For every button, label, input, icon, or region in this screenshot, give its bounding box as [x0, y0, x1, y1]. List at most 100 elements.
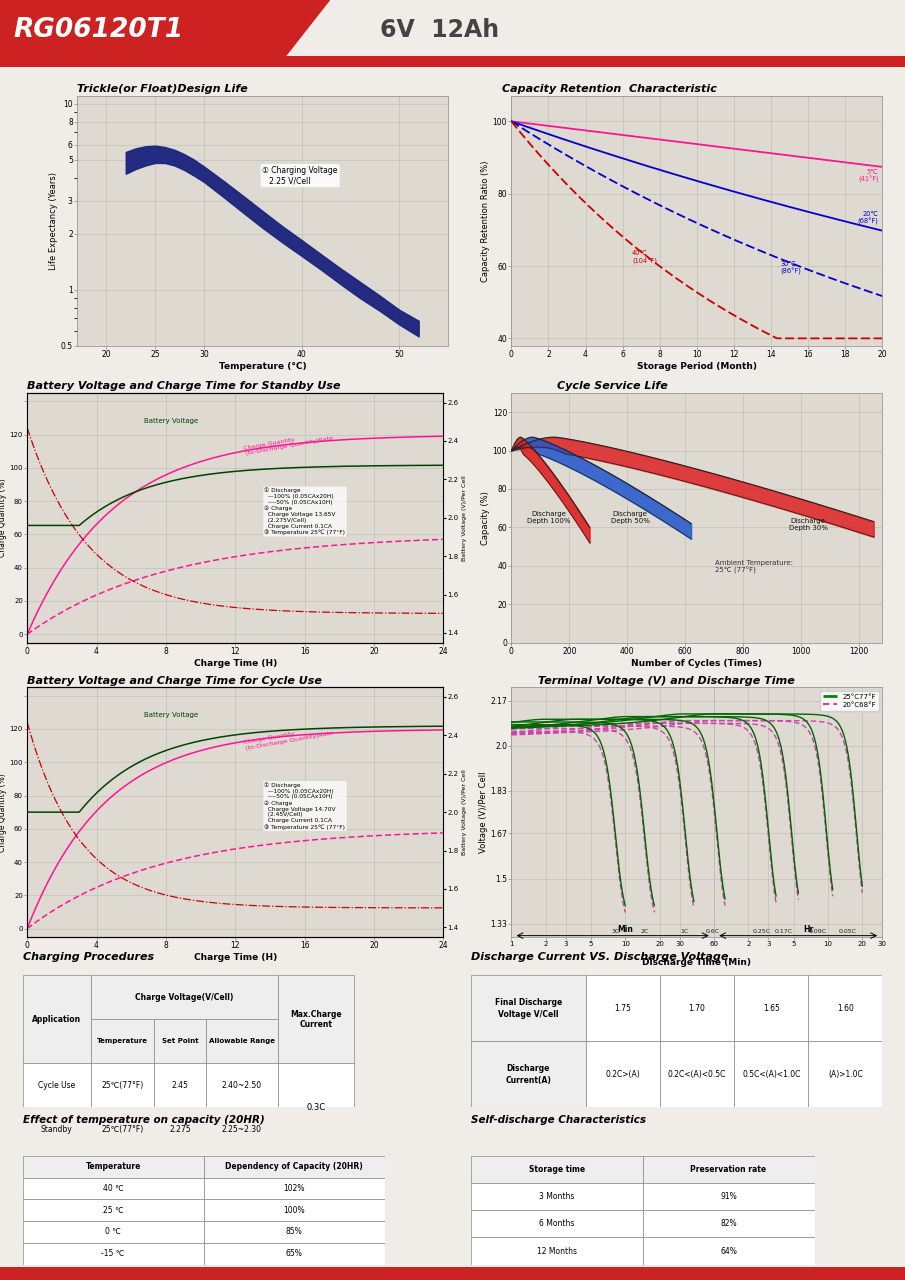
Text: 91%: 91%	[720, 1192, 737, 1201]
Text: 20℃
(68°F): 20℃ (68°F)	[858, 211, 879, 225]
Text: 102%: 102%	[283, 1184, 305, 1193]
Bar	[278, 975, 355, 1064]
Text: 40℃
(104°F): 40℃ (104°F)	[632, 250, 657, 265]
Text: 30℃
(86°F): 30℃ (86°F)	[780, 261, 801, 275]
Bar	[23, 1064, 91, 1107]
Text: ① Discharge
  —100% (0.05CAx20H)
  ----50% (0.05CAx10H)
② Charge
  Charge Voltag: ① Discharge —100% (0.05CAx20H) ----50% (…	[264, 488, 346, 535]
Text: Charge Quantity
(to-Discharge Quantity)Rate: Charge Quantity (to-Discharge Quantity)R…	[243, 724, 333, 751]
Bar	[155, 1107, 205, 1151]
Text: (A)>1.0C: (A)>1.0C	[828, 1070, 862, 1079]
Text: -15 ℃: -15 ℃	[101, 1249, 125, 1258]
Y-axis label: Voltage (V)/Per Cell: Voltage (V)/Per Cell	[479, 772, 488, 852]
Bar	[660, 1042, 734, 1107]
Bar	[586, 1042, 660, 1107]
Y-axis label: Battery Voltage (V)/Per Cell: Battery Voltage (V)/Per Cell	[462, 475, 467, 561]
Bar	[471, 1183, 643, 1211]
Text: Capacity Retention  Characteristic: Capacity Retention Characteristic	[502, 84, 717, 95]
Bar	[471, 1156, 643, 1183]
Text: Terminal Voltage (V) and Discharge Time: Terminal Voltage (V) and Discharge Time	[538, 676, 795, 686]
Text: 2.45: 2.45	[172, 1080, 188, 1089]
Text: Battery Voltage: Battery Voltage	[144, 712, 198, 718]
Text: 6V  12Ah: 6V 12Ah	[380, 18, 500, 42]
Text: Discharge Current VS. Discharge Voltage: Discharge Current VS. Discharge Voltage	[471, 952, 728, 963]
Y-axis label: Charge Quantity (%): Charge Quantity (%)	[0, 479, 6, 557]
Text: 100%: 100%	[283, 1206, 305, 1215]
Bar	[155, 1064, 205, 1107]
Text: Max.Charge
Current: Max.Charge Current	[291, 1010, 342, 1029]
Y-axis label: Charge Quantity (%): Charge Quantity (%)	[0, 773, 6, 851]
Bar	[734, 975, 808, 1042]
Text: 85%: 85%	[286, 1228, 302, 1236]
Bar	[204, 1178, 385, 1199]
Bar	[643, 1238, 814, 1265]
Text: Allowable Range: Allowable Range	[209, 1038, 275, 1044]
Text: 25 ℃: 25 ℃	[103, 1206, 123, 1215]
Bar	[23, 1156, 204, 1178]
Bar	[23, 975, 91, 1064]
Text: 3C: 3C	[611, 929, 620, 934]
Polygon shape	[0, 0, 330, 58]
Text: Final Discharge
Voltage V/Cell: Final Discharge Voltage V/Cell	[495, 998, 562, 1019]
Text: 64%: 64%	[720, 1247, 737, 1256]
Text: Battery Voltage and Charge Time for Cycle Use: Battery Voltage and Charge Time for Cycl…	[27, 676, 322, 686]
Bar	[23, 1243, 204, 1265]
Bar	[278, 1064, 355, 1151]
X-axis label: Charge Time (H): Charge Time (H)	[194, 658, 277, 667]
Text: 0.5C<(A)<1.0C: 0.5C<(A)<1.0C	[742, 1070, 800, 1079]
Text: 1.70: 1.70	[689, 1004, 706, 1012]
Text: 12 Months: 12 Months	[537, 1247, 576, 1256]
Text: Discharge
Current(A): Discharge Current(A)	[505, 1064, 551, 1084]
Bar	[205, 1019, 278, 1064]
Text: 0.2C<(A)<0.5C: 0.2C<(A)<0.5C	[668, 1070, 727, 1079]
Bar	[643, 1183, 814, 1211]
Text: Set Point: Set Point	[162, 1038, 198, 1044]
Bar	[808, 1042, 882, 1107]
Text: Hr: Hr	[803, 924, 813, 933]
Text: Preservation rate: Preservation rate	[691, 1165, 767, 1174]
Text: Discharge
Depth 100%: Discharge Depth 100%	[527, 511, 570, 524]
Text: Trickle(or Float)Design Life: Trickle(or Float)Design Life	[77, 84, 248, 95]
Bar	[660, 975, 734, 1042]
Bar	[204, 1221, 385, 1243]
Y-axis label: Battery Voltage (V)/Per Cell: Battery Voltage (V)/Per Cell	[462, 769, 467, 855]
Text: 0.05C: 0.05C	[839, 929, 857, 934]
Bar	[471, 1238, 643, 1265]
Text: Temperature: Temperature	[97, 1038, 148, 1044]
Text: RG06120T1: RG06120T1	[14, 17, 184, 44]
Text: 65%: 65%	[286, 1249, 302, 1258]
Text: Charge Quantity
(to-Discharge Quantity)Rate: Charge Quantity (to-Discharge Quantity)R…	[243, 430, 333, 457]
Text: 0.6C: 0.6C	[705, 929, 719, 934]
Y-axis label: Capacity (%): Capacity (%)	[481, 490, 490, 545]
Bar	[155, 1019, 205, 1064]
Text: 3 Months: 3 Months	[538, 1192, 575, 1201]
Bar	[204, 1156, 385, 1178]
X-axis label: Storage Period (Month): Storage Period (Month)	[637, 361, 757, 370]
Bar	[643, 1156, 814, 1183]
Bar	[471, 1042, 586, 1107]
Y-axis label: Capacity Retention Ratio (%): Capacity Retention Ratio (%)	[481, 160, 490, 282]
Bar	[471, 975, 586, 1042]
Text: Storage time: Storage time	[529, 1165, 585, 1174]
X-axis label: Discharge Time (Min): Discharge Time (Min)	[643, 959, 751, 968]
Bar	[204, 1243, 385, 1265]
Text: Standby: Standby	[41, 1125, 72, 1134]
Text: Ambient Temperature:
25℃ (77°F): Ambient Temperature: 25℃ (77°F)	[715, 559, 794, 575]
Text: Battery Voltage and Charge Time for Standby Use: Battery Voltage and Charge Time for Stan…	[27, 381, 340, 392]
Bar	[205, 1107, 278, 1151]
Text: 1.65: 1.65	[763, 1004, 779, 1012]
Text: Dependency of Capacity (20HR): Dependency of Capacity (20HR)	[225, 1162, 363, 1171]
Bar	[23, 1199, 204, 1221]
X-axis label: Temperature (°C): Temperature (°C)	[219, 361, 306, 370]
Bar	[734, 1042, 808, 1107]
Text: 1.75: 1.75	[614, 1004, 632, 1012]
Text: Self-discharge Characteristics: Self-discharge Characteristics	[471, 1115, 645, 1125]
Bar	[23, 1178, 204, 1199]
Bar	[205, 1064, 278, 1107]
Bar	[643, 1211, 814, 1238]
Text: ① Charging Voltage
   2.25 V/Cell: ① Charging Voltage 2.25 V/Cell	[262, 166, 338, 186]
Text: 2.275: 2.275	[169, 1125, 191, 1134]
Bar	[90, 1019, 155, 1064]
Text: ① Discharge
  —100% (0.05CAx20H)
  ----50% (0.05CAx10H)
② Charge
  Charge Voltag: ① Discharge —100% (0.05CAx20H) ----50% (…	[264, 782, 346, 829]
Text: 1.60: 1.60	[837, 1004, 853, 1012]
Bar	[90, 1064, 155, 1107]
